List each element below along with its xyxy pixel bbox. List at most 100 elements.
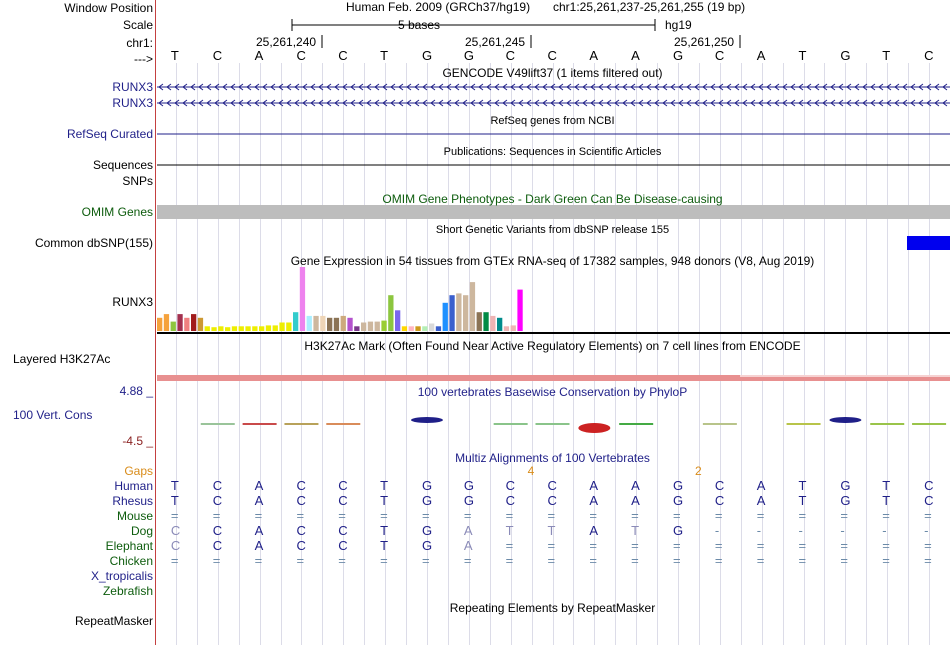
omim-phenotype-bar <box>157 205 950 219</box>
phylop-score-mark <box>578 423 611 433</box>
gtex-title[interactable]: Gene Expression in 54 tissues from GTEx … <box>290 254 815 268</box>
alignment-base: C <box>338 523 348 538</box>
gtex-bar <box>401 326 408 331</box>
species-label[interactable]: Rhesus <box>112 494 153 508</box>
alignment-base: = <box>589 508 597 523</box>
track-label-gtex-runx3[interactable]: RUNX3 <box>112 295 153 309</box>
alignment-base: C <box>714 478 725 493</box>
track-area[interactable]: Human Feb. 2009 (GRCh37/hg19) chr1:25,26… <box>155 0 950 645</box>
alignment-base: = <box>212 553 221 568</box>
h3k27ac-title[interactable]: H3K27Ac Mark (Often Found Near Active Re… <box>304 339 801 353</box>
alignment-base: = <box>798 538 807 553</box>
species-label[interactable]: Elephant <box>105 539 153 553</box>
species-label[interactable]: Chicken <box>109 554 153 568</box>
alignment-base: = <box>338 508 346 523</box>
reference-base: A <box>589 48 598 63</box>
gtex-bar <box>483 312 489 331</box>
reference-base: G <box>463 48 474 63</box>
phylop-score-mark <box>829 417 862 423</box>
species-label[interactable]: Zebrafish <box>102 584 153 598</box>
alignment-base: = <box>505 553 514 568</box>
scale-db: hg19 <box>665 18 692 32</box>
track-label-runx3-2[interactable]: RUNX3 <box>112 96 153 110</box>
scale-bar-text: 5 bases <box>398 18 441 32</box>
gap-count-mark: 4 <box>527 464 535 478</box>
track-label-refseq[interactable]: RefSeq Curated <box>66 127 153 141</box>
alignment-base: = <box>547 538 556 553</box>
alignment-base: C <box>505 493 516 508</box>
phylop-max-label: 4.88 _ <box>119 384 153 398</box>
alignment-base: = <box>882 553 890 568</box>
gap-count-mark: 2 <box>694 464 702 478</box>
alignment-base: = <box>421 508 430 523</box>
alignment-base: T <box>380 523 389 538</box>
reference-base: G <box>840 48 851 63</box>
alignment-base: G <box>421 478 433 493</box>
gtex-bar <box>211 327 217 331</box>
multiz-title[interactable]: Multiz Alignments of 100 Vertebrates <box>455 451 650 465</box>
alignment-base: = <box>840 508 848 523</box>
strand-arrow-label: ---> <box>134 52 153 66</box>
gencode-title[interactable]: GENCODE V49lift37 (1 items filtered out) <box>442 66 663 80</box>
alignment-base: G <box>840 493 851 508</box>
gtex-bar <box>231 326 238 331</box>
alignment-base: T <box>380 493 389 508</box>
track-label-omim[interactable]: OMIM Genes <box>81 205 153 219</box>
gtex-bar <box>184 317 190 331</box>
reference-base: T <box>170 48 179 63</box>
alignment-base: = <box>463 508 472 523</box>
alignment-base: = <box>421 553 430 568</box>
alignment-base: = <box>547 508 556 523</box>
species-label[interactable]: Human <box>114 479 153 493</box>
position-readout: chr1:25,261,237-25,261,255 (19 bp) <box>553 0 746 14</box>
alignment-base: C <box>212 478 223 493</box>
track-label-sequences[interactable]: Sequences <box>92 158 153 172</box>
gtex-bar <box>449 295 455 331</box>
species-label[interactable]: X_tropicalis <box>90 569 153 583</box>
gtex-bar <box>456 293 462 331</box>
species-label[interactable]: Dog <box>130 524 153 538</box>
dbsnp-title[interactable]: Short Genetic Variants from dbSNP releas… <box>435 224 670 236</box>
track-graphics <box>155 0 950 645</box>
track-label-repeatmasker[interactable]: RepeatMasker <box>74 614 153 628</box>
reference-base: C <box>924 48 934 63</box>
reference-base: A <box>254 48 264 63</box>
gtex-bar <box>469 282 476 331</box>
phylop-title[interactable]: 100 vertebrates Basewise Conservation by… <box>417 385 688 399</box>
publications-title[interactable]: Publications: Sequences in Scientific Ar… <box>443 146 662 158</box>
gtex-bar <box>415 326 421 331</box>
track-label-snps[interactable]: SNPs <box>122 174 153 188</box>
alignment-base: A <box>254 478 264 493</box>
assembly-title: Human Feb. 2009 (GRCh37/hg19) <box>346 0 531 14</box>
reference-base: C <box>212 48 223 63</box>
gtex-bar <box>442 302 448 331</box>
refseq-title[interactable]: RefSeq genes from NCBI <box>490 115 615 127</box>
alignment-base: = <box>505 538 514 553</box>
alignment-base: C <box>505 478 516 493</box>
phylop-score-mark <box>410 417 443 423</box>
reference-base: T <box>798 48 807 63</box>
reference-base: T <box>882 48 891 63</box>
gtex-bar <box>503 326 510 331</box>
alignment-base: A <box>589 493 598 508</box>
alignment-base: C <box>296 493 306 508</box>
track-label-runx3-1[interactable]: RUNX3 <box>112 80 153 94</box>
repeatmasker-title[interactable]: Repeating Elements by RepeatMasker <box>449 601 656 615</box>
gtex-bar <box>299 267 306 331</box>
alignment-base: = <box>170 553 179 568</box>
species-label[interactable]: Mouse <box>116 509 153 523</box>
track-label-common-dbsnp[interactable]: Common dbSNP(155) <box>34 236 153 250</box>
track-label-phylop[interactable]: 100 Vert. Cons <box>13 408 93 422</box>
track-label-h3k27ac[interactable]: Layered H3K27Ac <box>13 352 111 366</box>
strand-chevrons-2 <box>158 99 948 107</box>
alignment-base: T <box>631 523 640 538</box>
alignment-base: = <box>840 553 848 568</box>
omim-title[interactable]: OMIM Gene Phenotypes - Dark Green Can Be… <box>382 192 723 206</box>
alignment-base: = <box>631 508 639 523</box>
reference-base: C <box>547 48 557 63</box>
gtex-bar <box>245 326 251 331</box>
gtex-bar <box>333 317 340 331</box>
alignment-base: = <box>714 508 723 523</box>
h3k27ac-signal-edge <box>740 375 950 377</box>
